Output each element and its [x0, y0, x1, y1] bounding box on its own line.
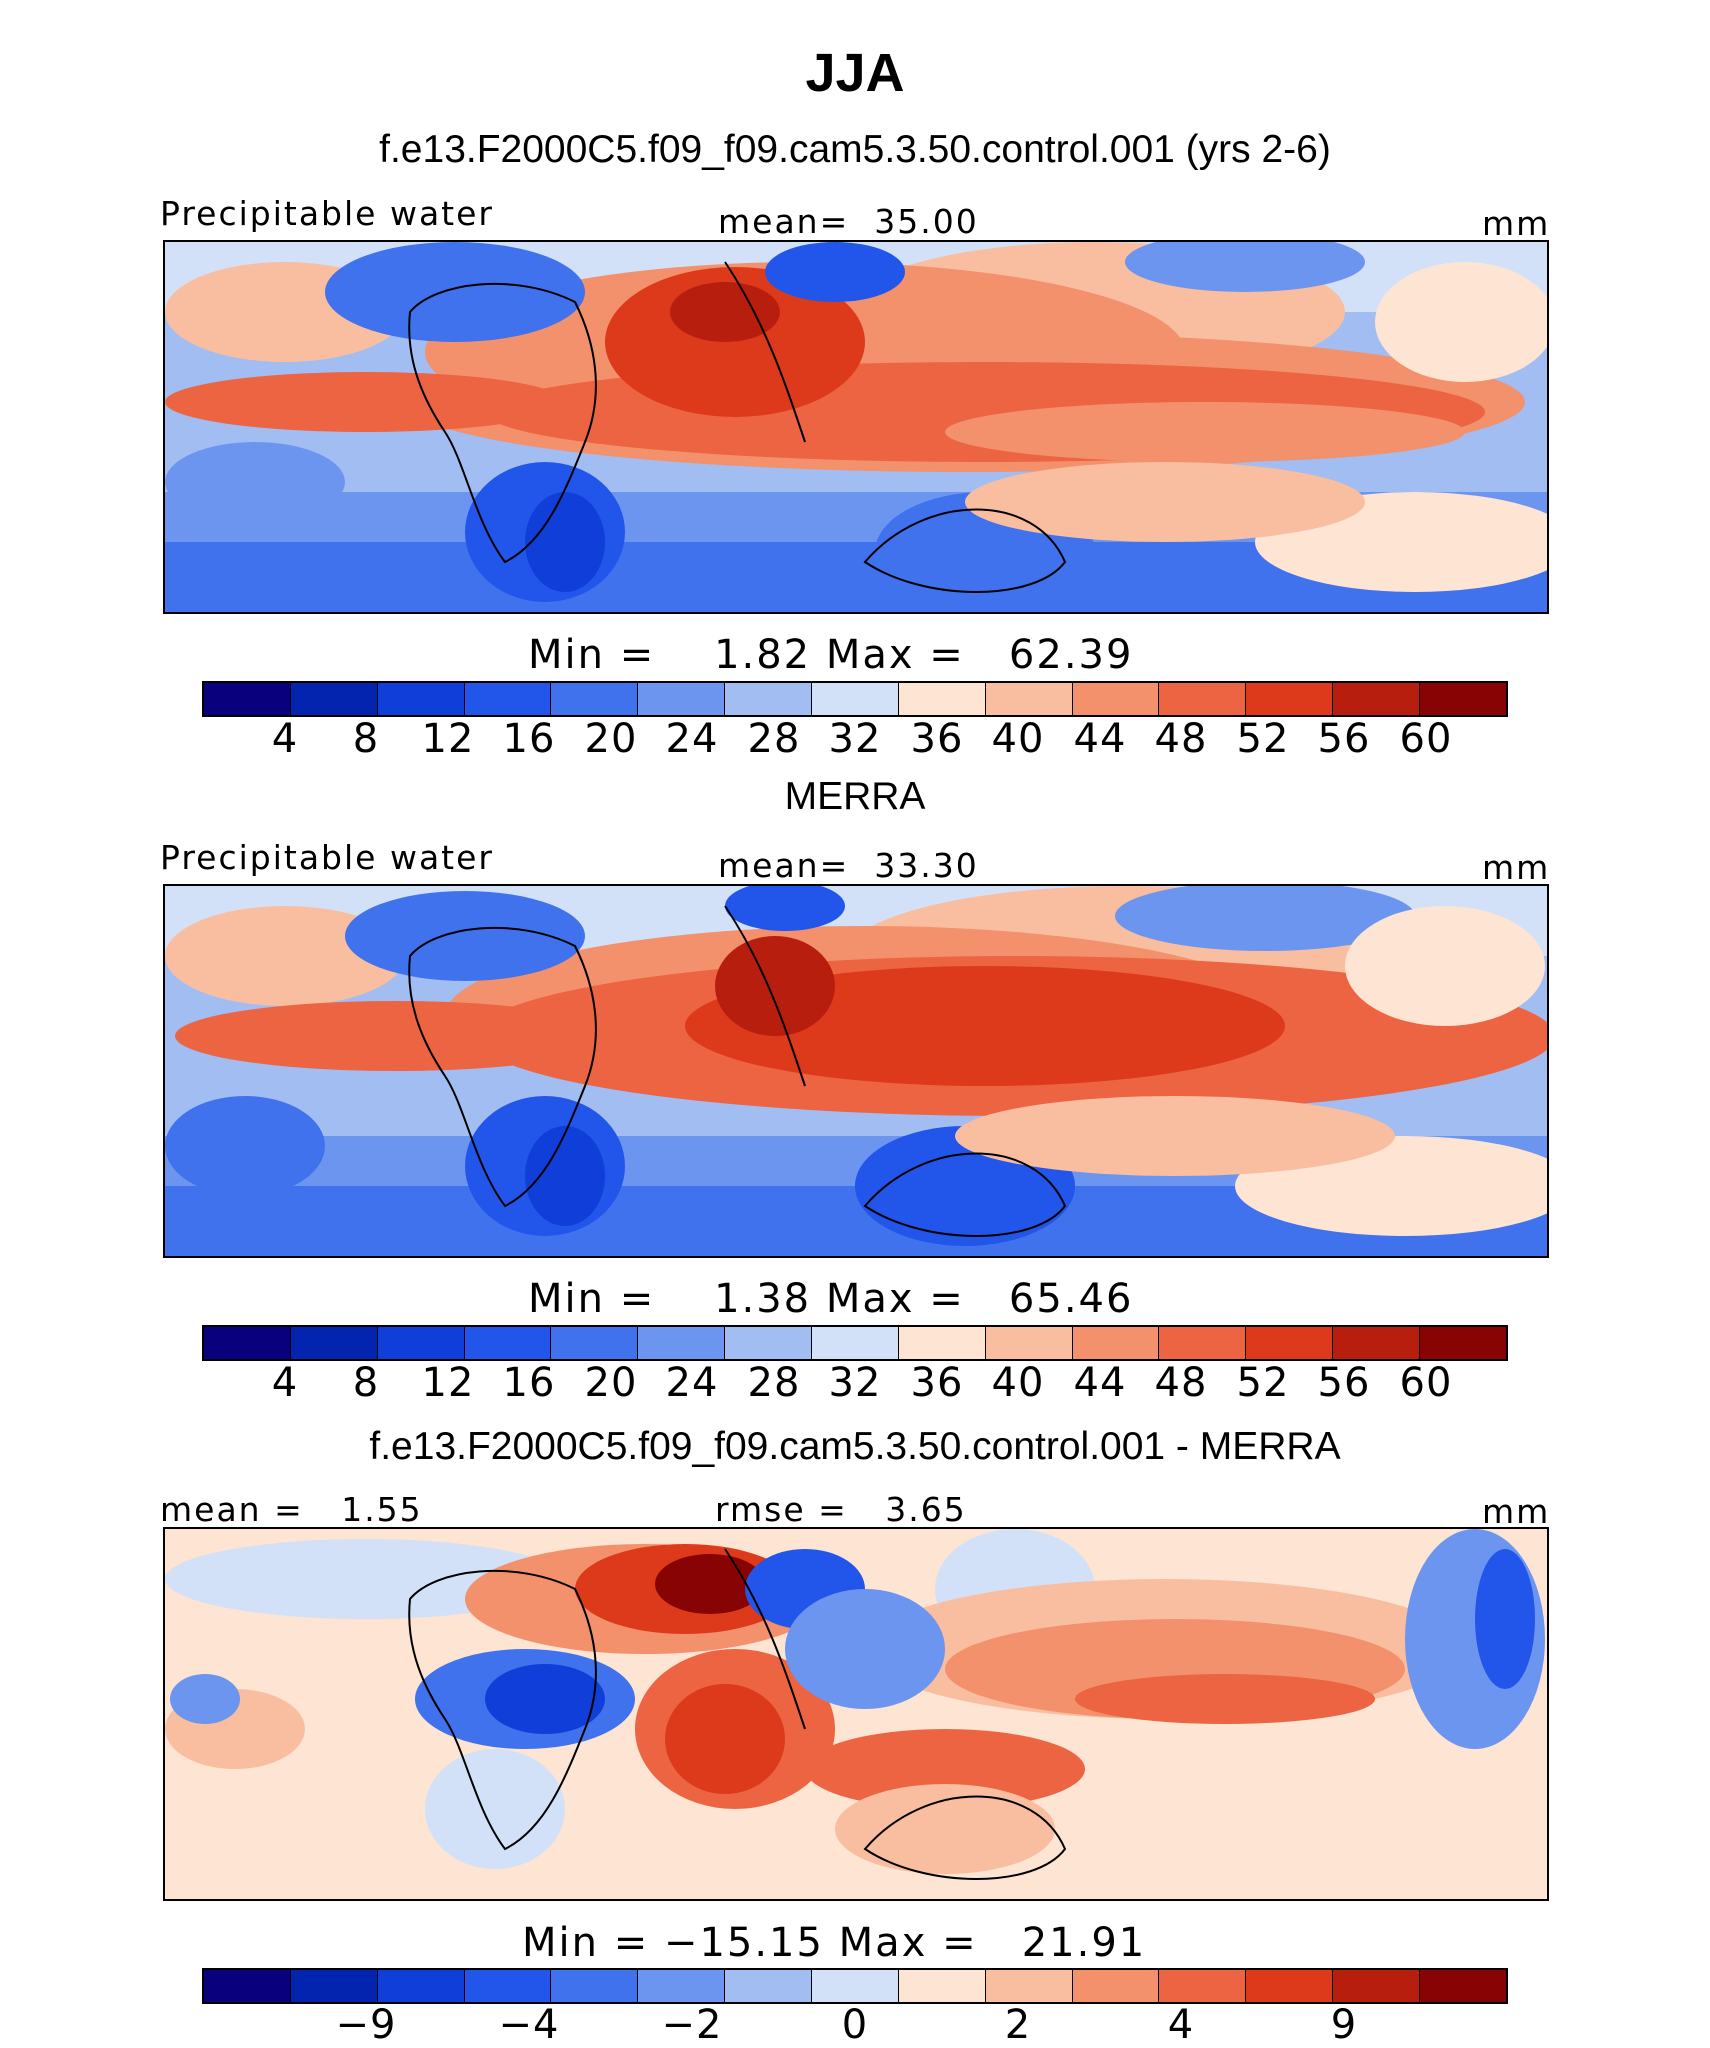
colorbar-tick: 40 [991, 716, 1045, 762]
colorbar-tick: 28 [747, 716, 801, 762]
panel1-units-label: mm [1482, 204, 1551, 243]
panel3-colorbar-ticks: −9 −4 −2 0 2 4 9 [0, 2002, 1710, 2048]
colorbar-tick: 44 [1073, 1360, 1127, 1406]
colorbar-tick: 60 [1399, 716, 1453, 762]
colorbar-tick: 12 [421, 716, 475, 762]
colorbar-tick: 52 [1236, 716, 1290, 762]
panel3-minmax: Min = −15.15 Max = 21.91 [522, 1920, 1147, 1966]
panel2-mean-label: mean= 33.30 [718, 846, 979, 885]
colorbar-tick: 9 [1330, 2002, 1358, 2048]
colorbar-tick: 24 [665, 1360, 719, 1406]
colorbar-tick: 48 [1154, 716, 1208, 762]
colorbar-tick: 2 [1004, 2002, 1032, 2048]
panel2-minmax: Min = 1.38 Max = 65.46 [528, 1276, 1134, 1322]
colorbar-tick: 44 [1073, 716, 1127, 762]
colorbar-tick: 0 [841, 2002, 869, 2048]
panel1-colorbar-ticks: 4 8 12 16 20 24 28 32 36 40 44 48 52 56 … [0, 716, 1710, 766]
colorbar-tick: 4 [271, 716, 299, 762]
colorbar-tick: 16 [502, 716, 556, 762]
panel3-map-field [165, 1529, 1547, 1899]
panel3-colorbar [202, 1968, 1508, 2004]
colorbar-tick: −9 [335, 2002, 397, 2048]
panel2-variable-label: Precipitable water [160, 838, 494, 877]
panel2-colorbar-ticks: 4 8 12 16 20 24 28 32 36 40 44 48 52 56 … [0, 1360, 1710, 1410]
colorbar-tick: 28 [747, 1360, 801, 1406]
colorbar-tick: 20 [584, 1360, 638, 1406]
colorbar-tick: 60 [1399, 1360, 1453, 1406]
colorbar-tick: 16 [502, 1360, 556, 1406]
colorbar-tick: 56 [1317, 716, 1371, 762]
colorbar-tick: 40 [991, 1360, 1045, 1406]
panel1-mean-label: mean= 35.00 [718, 202, 979, 241]
colorbar-tick: 32 [828, 716, 882, 762]
colorbar-tick: −2 [661, 2002, 723, 2048]
panel2-colorbar [202, 1325, 1508, 1361]
figure-title: JJA [805, 43, 905, 103]
colorbar-tick: −4 [498, 2002, 560, 2048]
panel1-map-field [165, 242, 1547, 612]
panel1-minmax: Min = 1.82 Max = 62.39 [528, 632, 1134, 678]
panel1-colorbar [202, 681, 1508, 717]
colorbar-tick: 8 [352, 716, 380, 762]
colorbar-tick: 48 [1154, 1360, 1208, 1406]
colorbar-tick: 36 [910, 1360, 964, 1406]
colorbar-tick: 4 [271, 1360, 299, 1406]
colorbar-tick: 4 [1167, 2002, 1195, 2048]
colorbar-tick: 56 [1317, 1360, 1371, 1406]
colorbar-tick: 32 [828, 1360, 882, 1406]
colorbar-tick: 12 [421, 1360, 475, 1406]
panel2-units-label: mm [1482, 848, 1551, 887]
panel2-map [163, 884, 1549, 1258]
colorbar-tick: 36 [910, 716, 964, 762]
colorbar-tick: 20 [584, 716, 638, 762]
panel3-mean-label: mean = 1.55 [160, 1490, 423, 1529]
panel2-map-field [165, 886, 1547, 1256]
panel1-variable-label: Precipitable water [160, 194, 494, 233]
panel2-heading: MERRA [784, 775, 926, 818]
panel3-units-label: mm [1482, 1492, 1551, 1531]
panel1-map [163, 240, 1549, 614]
panel1-heading: f.e13.F2000C5.f09_f09.cam5.3.50.control.… [379, 128, 1331, 171]
panel3-heading: f.e13.F2000C5.f09_f09.cam5.3.50.control.… [369, 1425, 1341, 1468]
colorbar-tick: 24 [665, 716, 719, 762]
panel3-map [163, 1527, 1549, 1901]
colorbar-tick: 8 [352, 1360, 380, 1406]
colorbar-tick: 52 [1236, 1360, 1290, 1406]
panel3-rmse-label: rmse = 3.65 [715, 1490, 967, 1529]
